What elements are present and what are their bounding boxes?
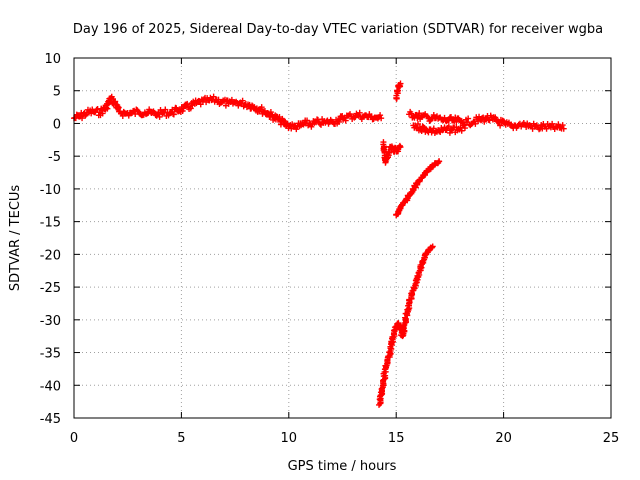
data-point [336,118,343,125]
x-tick-label: 15 [388,431,405,446]
data-point [458,127,465,134]
data-point [461,125,468,132]
series-descending-track [393,158,443,219]
data-point [99,110,106,117]
data-point [397,144,404,151]
data-point [428,244,435,251]
x-tick-label: 20 [495,431,512,446]
data-point [497,122,504,129]
data-point [379,385,386,392]
data-point [424,113,431,120]
data-point [430,111,437,118]
data-point [187,105,194,112]
y-tick-label: -10 [40,183,61,198]
data-point [436,158,443,165]
series-outliers-high [393,80,404,102]
y-axis-label: SDTVAR / TECUs [8,185,23,292]
data-point [560,125,567,132]
y-tick-label: 0 [53,117,61,132]
data-point [397,80,404,87]
data-point [414,120,421,127]
data-point [445,123,452,130]
series-main-band-early [71,93,385,133]
data-point [215,96,222,103]
data-point [465,115,472,122]
x-tick-label: 25 [603,431,620,446]
data-point [378,115,385,122]
x-tick-label: 5 [177,431,185,446]
data-point [555,121,562,128]
series-dip-cluster [380,139,404,166]
y-tick-label: -5 [48,150,61,165]
series-main-band-late [406,108,567,133]
y-tick-label: -15 [40,216,61,231]
y-tick-label: -40 [40,379,61,394]
data-point [482,116,489,123]
data-point [156,113,163,120]
x-axis-label: GPS time / hours [288,459,397,474]
x-tick-label: 10 [281,431,298,446]
data-point [125,112,132,119]
plot-frame [73,57,612,419]
data-point [430,125,437,132]
data-point [418,127,425,134]
data-point [342,117,349,124]
tick-layer: 0 5 10 15 20 25 10 5 0 -5 -10 -15 -20 -25 -30 -35 -40 -45 [40,52,620,446]
data-point [239,97,246,104]
data-point [476,113,483,120]
data-point [393,95,400,102]
y-tick-label: 5 [53,85,61,100]
data-point [170,111,177,118]
data-point [316,120,323,127]
data-point [377,112,384,119]
data-point [386,149,393,156]
grid-layer [74,58,611,418]
series-steep-track [376,243,436,408]
y-tick-label: -20 [40,248,61,263]
data-point [549,120,556,127]
y-tick-label: -25 [40,281,61,296]
data-point [93,106,100,113]
data-point [356,109,363,116]
data-point [472,120,479,127]
data-point [258,104,265,111]
chart-title: Day 196 of 2025, Sidereal Day-to-day VTE… [73,22,603,37]
data-point [403,315,410,322]
data-point [233,98,240,105]
data-point [210,93,217,100]
y-tick-label: 10 [44,52,61,67]
data-layer [71,80,567,408]
series-lower-band-late [410,120,468,136]
x-tick-label: 0 [70,431,78,446]
y-tick-label: -30 [40,314,61,329]
data-point [351,114,358,121]
data-point [429,243,436,250]
y-tick-label: -45 [40,412,61,427]
y-tick-label: -35 [40,347,61,362]
data-point [441,114,448,121]
data-point [559,122,566,129]
